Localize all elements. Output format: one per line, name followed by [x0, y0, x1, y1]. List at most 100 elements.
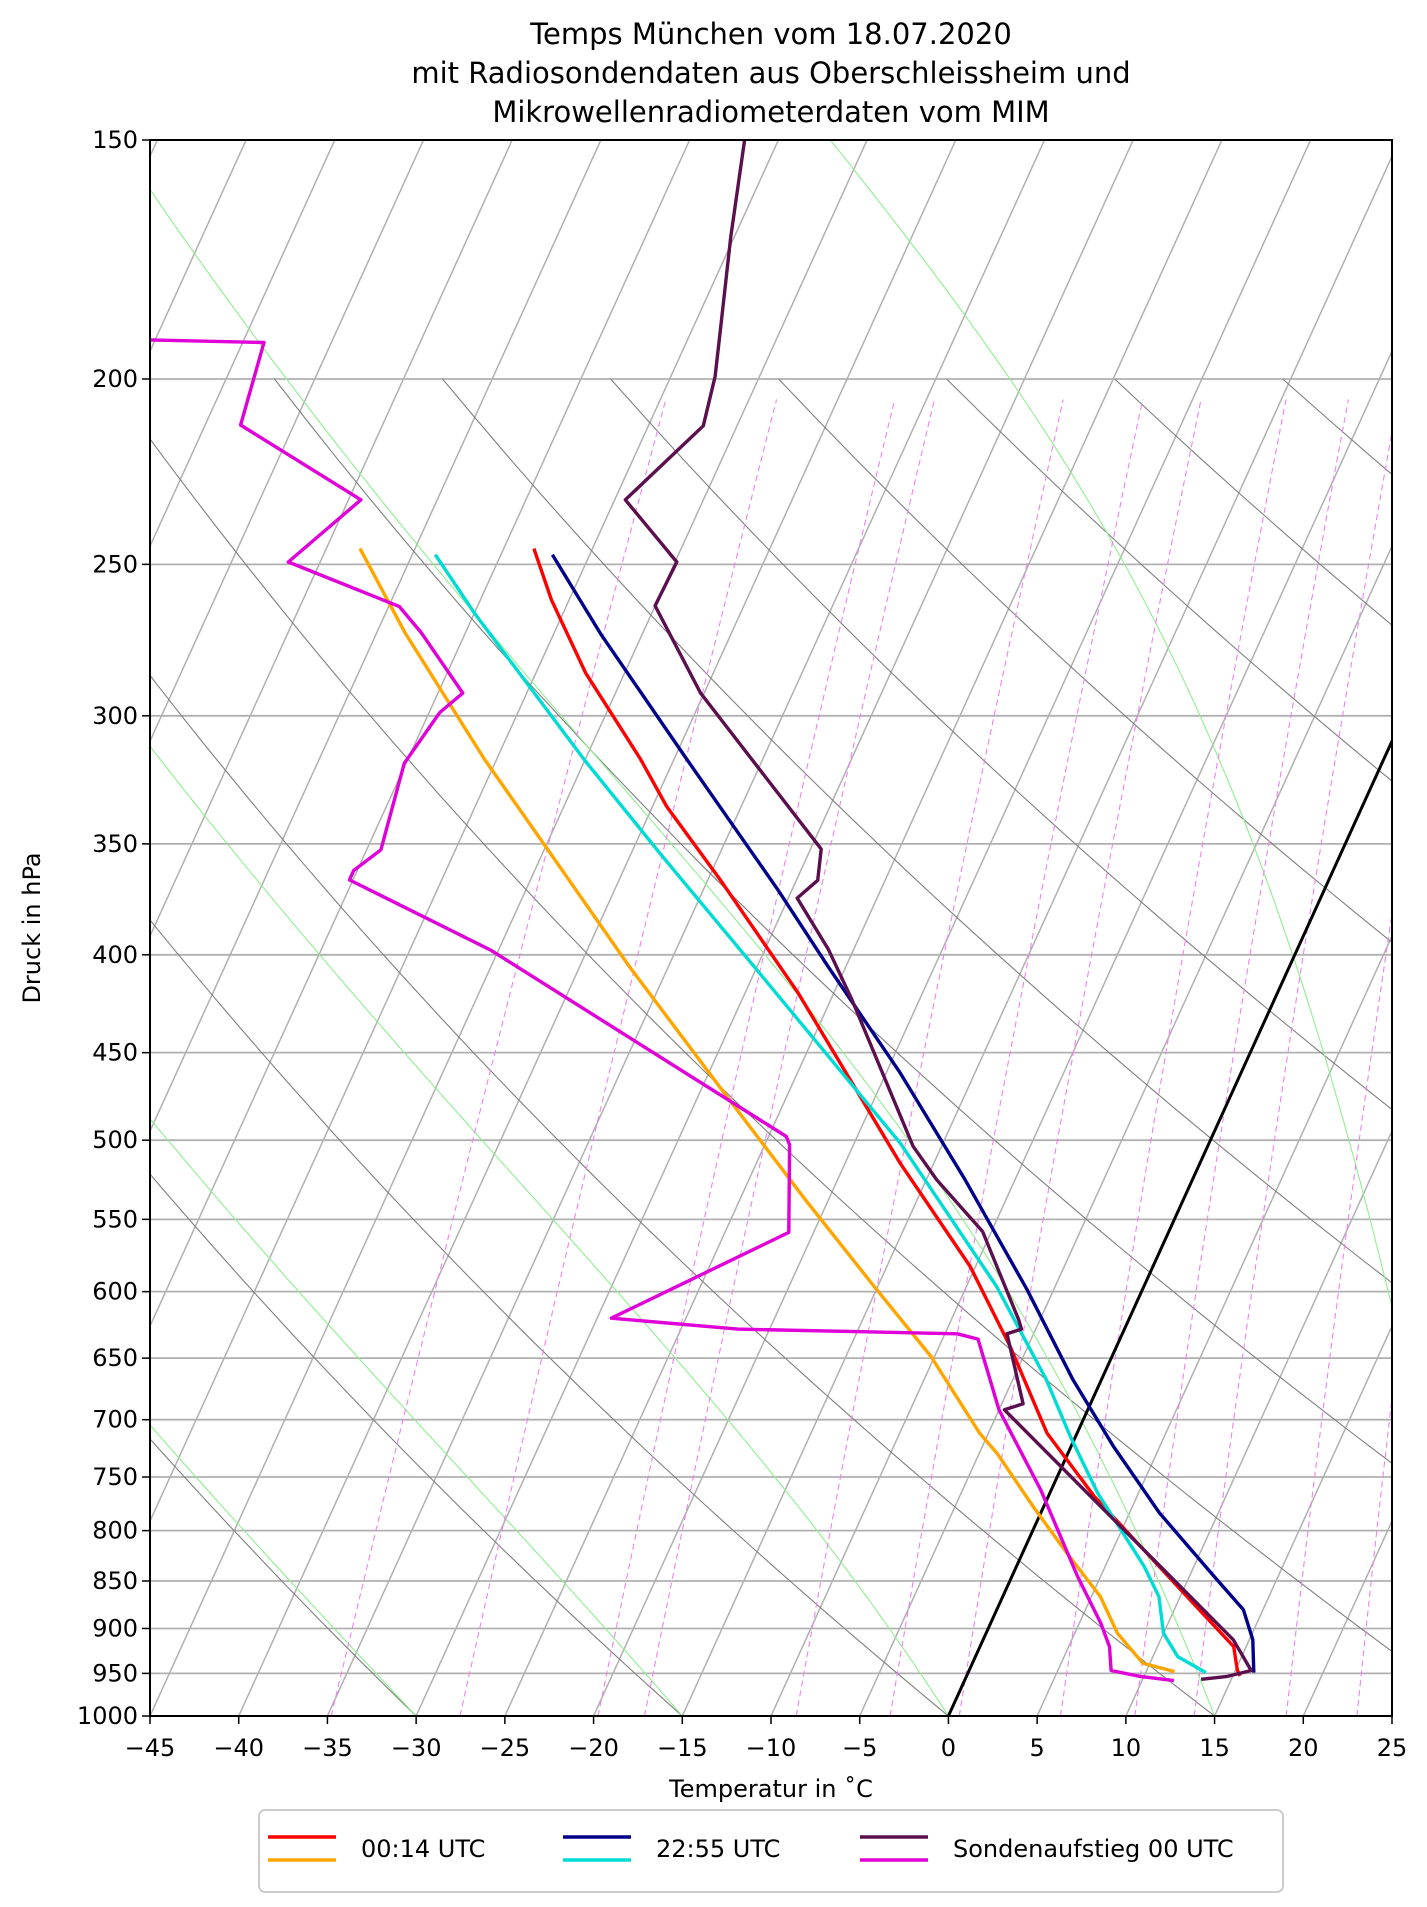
series-line-sondenaufstieg-00-utc-dewpoint	[150, 338, 1175, 1683]
y-tick-label: 600	[92, 1278, 138, 1306]
x-tick-label: −25	[480, 1734, 531, 1762]
title-line-1: Temps München vom 18.07.2020	[529, 17, 1012, 51]
x-tick-label: −20	[568, 1734, 619, 1762]
isotherm-line	[150, 140, 691, 1328]
isotherm-line	[681, 154, 1392, 1716]
mixing-ratio-line	[1285, 910, 1392, 1716]
y-tick-label: 950	[92, 1659, 138, 1687]
isotherm-line	[415, 140, 1134, 1716]
mixing-ratio-line	[1059, 399, 1287, 1716]
series-line-22-55-utc-dewpoint	[433, 553, 1207, 1675]
mixing-ratio-line	[330, 399, 667, 1716]
dry-adiabat-line	[150, 1437, 417, 1716]
y-tick-label: 400	[92, 941, 138, 969]
moist-adiabat-line	[150, 1424, 417, 1716]
isotherm-line	[1125, 1129, 1392, 1716]
y-tick-label: 800	[92, 1517, 138, 1545]
legend-entry: 00:14 UTC	[268, 1835, 485, 1863]
profiles	[150, 140, 1256, 1683]
isotherm-line	[326, 140, 1046, 1716]
x-tick-label: −15	[657, 1734, 708, 1762]
y-axis-label: Druck in hPa	[18, 852, 46, 1003]
mixing-ratio-line	[643, 399, 935, 1716]
y-tick-label: 350	[92, 830, 138, 858]
plot-background	[150, 140, 1392, 1716]
x-tick-label: 25	[1377, 1734, 1408, 1762]
chart-title: Temps München vom 18.07.2020 mit Radioso…	[411, 17, 1130, 129]
series-line-00-14-utc-dewpoint	[358, 547, 1175, 1674]
y-tick-label: 300	[92, 702, 138, 730]
title-line-2: mit Radiosondendaten aus Oberschleisshei…	[411, 56, 1130, 90]
dry-adiabat-line	[150, 437, 1392, 1653]
dry-adiabat-line	[778, 378, 1392, 944]
x-tick-label: −40	[213, 1734, 264, 1762]
isotherm-line	[1391, 1714, 1392, 1716]
x-axis-label: Temperatur in ˚C	[668, 1775, 873, 1803]
x-tick-label: 15	[1199, 1734, 1230, 1762]
x-tick-label: −5	[842, 1734, 877, 1762]
dry-adiabat-line	[150, 674, 1215, 1716]
y-tick-label: 850	[92, 1567, 138, 1595]
isotherm-line	[150, 140, 513, 938]
y-tick-label: 900	[92, 1614, 138, 1642]
isotherm-line	[770, 349, 1392, 1716]
y-tick-label: 700	[92, 1406, 138, 1434]
moist-adiabat-line	[150, 745, 949, 1716]
moist-adiabat-line	[829, 140, 1392, 1310]
x-tick-label: 10	[1111, 1734, 1142, 1762]
x-tick-label: −35	[302, 1734, 353, 1762]
reference-lines	[150, 140, 1392, 1716]
isotherm-line	[504, 140, 1223, 1716]
x-tick-label: −10	[746, 1734, 797, 1762]
y-tick-label: 550	[92, 1205, 138, 1233]
mixing-ratio-line	[597, 399, 896, 1716]
dry-adiabat-line	[442, 378, 1392, 1284]
series-line-22-55-utc-temperature	[550, 553, 1256, 1673]
dry-adiabat-line	[150, 1173, 683, 1716]
y-tick-label: 750	[92, 1463, 138, 1491]
isotherm-line	[238, 140, 957, 1716]
y-tick-label: 450	[92, 1039, 138, 1067]
y-tick-label: 150	[92, 126, 138, 154]
legend-label: 00:14 UTC	[361, 1835, 485, 1863]
legend-label: Sondenaufstieg 00 UTC	[953, 1835, 1234, 1863]
y-tick-label: 650	[92, 1344, 138, 1372]
dry-adiabat-line	[610, 378, 1392, 1111]
series-line-00-14-utc-temperature	[532, 548, 1242, 1677]
moist-adiabat-line	[150, 1117, 683, 1716]
mixing-ratio-line	[459, 399, 778, 1716]
x-tick-label: 5	[1030, 1734, 1045, 1762]
series-line-sondenaufstieg-00-utc-temperature	[623, 140, 1253, 1681]
legend: 00:14 UTC 22:55 UTC Sondenaufstieg 00 UTC	[258, 1809, 1284, 1893]
mixing-ratio-line	[1193, 429, 1392, 1716]
axis-ticks: 1502002503003504004505005506006507007508…	[77, 126, 1407, 1762]
isotherm-line	[592, 140, 1312, 1716]
y-tick-label: 200	[92, 365, 138, 393]
isotherm-line	[150, 140, 602, 1133]
isotherm-line	[150, 140, 868, 1716]
isotherm-line	[1213, 1324, 1392, 1716]
x-tick-label: 20	[1288, 1734, 1319, 1762]
mixing-ratio-line	[1134, 399, 1349, 1716]
legend-entry: 22:55 UTC	[563, 1835, 780, 1863]
title-line-3: Mikrowellenradiometerdaten vom MIM	[492, 95, 1049, 129]
mixing-ratio-line	[795, 399, 1064, 1716]
isotherm-line	[150, 140, 336, 548]
dry-adiabat-line	[150, 919, 949, 1716]
zero-degree-isotherm	[947, 737, 1392, 1716]
x-tick-label: 0	[941, 1734, 956, 1762]
moist-adiabat-line	[150, 188, 1216, 1716]
isotherm-line	[150, 140, 780, 1523]
y-tick-label: 500	[92, 1126, 138, 1154]
isotherm-line	[859, 544, 1392, 1716]
y-tick-label: 1000	[77, 1702, 138, 1730]
isotherm-line	[1036, 934, 1392, 1716]
legend-box	[258, 1809, 1284, 1893]
y-tick-label: 250	[92, 550, 138, 578]
x-tick-label: −45	[125, 1734, 176, 1762]
legend-label: 22:55 UTC	[656, 1835, 780, 1863]
dry-adiabat-line	[274, 378, 1392, 1465]
legend-entry: Sondenaufstieg 00 UTC	[860, 1835, 1234, 1863]
x-tick-label: −30	[391, 1734, 442, 1762]
